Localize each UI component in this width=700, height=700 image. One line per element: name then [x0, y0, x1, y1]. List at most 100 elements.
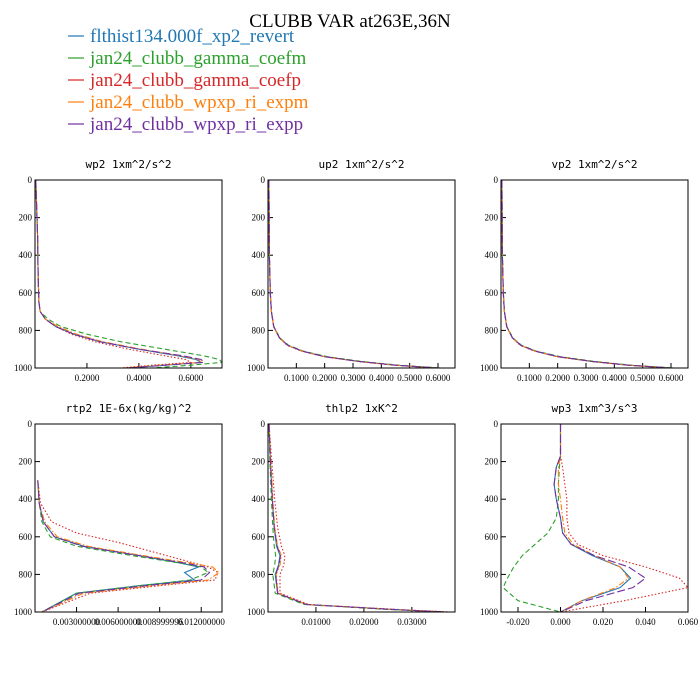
- y-tick-label: 800: [19, 569, 33, 579]
- x-tick-label: 0.3000: [574, 373, 599, 383]
- series-line: [501, 180, 670, 368]
- y-tick-label: 1000: [14, 607, 33, 617]
- y-tick-label: 400: [19, 250, 33, 260]
- panel-title: wp2 1xm^2/s^2: [85, 158, 171, 171]
- series-line: [559, 424, 688, 612]
- y-tick-label: 400: [252, 250, 266, 260]
- y-tick-label: 1000: [480, 607, 499, 617]
- x-tick-label: 0.4000: [127, 373, 152, 383]
- series-line: [502, 424, 562, 612]
- legend-label: jan24_clubb_wpxp_ri_expm: [89, 92, 309, 113]
- x-tick-label: 0.6000: [426, 373, 451, 383]
- series-line: [553, 424, 647, 612]
- y-tick-label: 600: [485, 288, 499, 298]
- series-line: [501, 180, 674, 368]
- panel-6: wp3 1xm^3/s^3 0 200 400 600 800 1000 -0.020 0.00…: [480, 402, 699, 627]
- series-line: [501, 180, 672, 368]
- x-tick-label: 0.5000: [397, 373, 422, 383]
- panel-1: wp2 1xm^2/s^2 0 200 400 600 800 1000 0.2000 0.40…: [14, 158, 223, 383]
- plot-frame: [500, 179, 689, 369]
- x-tick-label: 0.006000000: [94, 617, 142, 627]
- y-tick-label: 400: [485, 250, 499, 260]
- y-tick-label: 1000: [247, 607, 266, 617]
- y-tick-label: 600: [252, 288, 266, 298]
- panel-3: vp2 1xm^2/s^2 0 200 400 600 800 1000 0.1000 0.20…: [480, 158, 689, 383]
- y-tick-label: 200: [19, 457, 33, 467]
- series-line: [501, 180, 672, 368]
- x-tick-label: 0.2000: [312, 373, 337, 383]
- series-line: [268, 424, 446, 612]
- x-tick-label: -0.020: [506, 617, 530, 627]
- series-line: [35, 180, 222, 368]
- series-line: [35, 180, 204, 368]
- y-tick-label: 200: [485, 213, 499, 223]
- series-line: [268, 180, 439, 368]
- y-tick-label: 600: [19, 532, 33, 542]
- y-tick-label: 600: [485, 532, 499, 542]
- x-tick-label: 0.01000: [301, 617, 331, 627]
- series-line: [37, 480, 221, 612]
- series-line: [268, 424, 441, 612]
- panel-title: vp2 1xm^2/s^2: [551, 158, 637, 171]
- y-tick-label: 1000: [480, 363, 499, 373]
- panel-title: wp3 1xm^3/s^3: [551, 402, 637, 415]
- x-tick-label: 0.6000: [659, 373, 684, 383]
- x-tick-label: 0.040: [635, 617, 656, 627]
- series-line: [268, 180, 439, 368]
- series-line: [268, 180, 441, 368]
- series-line: [268, 424, 446, 612]
- panel-2: up2 1xm^2/s^2 0 200 400 600 800 1000 0.1000 0.20…: [247, 158, 456, 383]
- legend-label: jan24_clubb_gamma_coefm: [89, 48, 307, 69]
- x-tick-label: 0.1000: [517, 373, 542, 383]
- plot-frame: [267, 179, 456, 369]
- y-tick-label: 1000: [14, 363, 33, 373]
- y-tick-label: 0: [28, 419, 33, 429]
- y-tick-label: 800: [252, 325, 266, 335]
- panel-title: thlp2 1xK^2: [325, 402, 398, 415]
- series-line: [37, 480, 211, 612]
- series-line: [37, 480, 219, 612]
- series-line: [268, 424, 446, 612]
- y-tick-label: 600: [19, 288, 33, 298]
- panel-5: thlp2 1xK^2 0 200 400 600 800 1000 0.01000 0.020…: [247, 402, 456, 627]
- y-tick-label: 0: [261, 419, 266, 429]
- legend-label: jan24_clubb_gamma_coefp: [89, 70, 301, 91]
- x-tick-label: 0.060: [678, 617, 699, 627]
- x-tick-label: 0.3000: [341, 373, 366, 383]
- series-line: [553, 424, 632, 612]
- panels: wp2 1xm^2/s^2 0 200 400 600 800 1000 0.2000 0.40…: [14, 158, 699, 627]
- y-tick-label: 800: [485, 325, 499, 335]
- y-tick-label: 200: [252, 213, 266, 223]
- y-tick-label: 800: [485, 569, 499, 579]
- x-tick-label: 0.6000: [178, 373, 203, 383]
- x-tick-label: 0.000: [550, 617, 571, 627]
- y-tick-label: 400: [485, 494, 499, 504]
- legend-label: jan24_clubb_wpxp_ri_expp: [89, 114, 303, 135]
- y-tick-label: 800: [252, 569, 266, 579]
- x-tick-label: 0.5000: [630, 373, 655, 383]
- y-tick-label: 1000: [247, 363, 266, 373]
- y-tick-label: 0: [261, 175, 266, 185]
- y-tick-label: 0: [28, 175, 33, 185]
- y-tick-label: 200: [19, 213, 33, 223]
- y-tick-label: 0: [494, 175, 499, 185]
- y-tick-label: 800: [19, 325, 33, 335]
- x-tick-label: 0.008999996: [136, 617, 184, 627]
- x-tick-label: 0.020: [593, 617, 614, 627]
- y-tick-label: 400: [252, 494, 266, 504]
- x-tick-label: 0.003000000: [53, 617, 101, 627]
- series-line: [35, 180, 203, 368]
- panel-title: rtp2 1E-6x(kg/kg)^2: [66, 402, 192, 415]
- series-line: [35, 180, 205, 368]
- y-tick-label: 400: [19, 494, 33, 504]
- plot-frame: [267, 423, 456, 613]
- series-line: [557, 424, 630, 612]
- series-line: [268, 424, 451, 612]
- x-tick-label: 0.2000: [75, 373, 100, 383]
- x-tick-label: 0.4000: [369, 373, 394, 383]
- plot-frame: [34, 423, 223, 613]
- x-tick-label: 0.012000000: [178, 617, 226, 627]
- x-tick-label: 0.02000: [349, 617, 379, 627]
- y-tick-label: 200: [252, 457, 266, 467]
